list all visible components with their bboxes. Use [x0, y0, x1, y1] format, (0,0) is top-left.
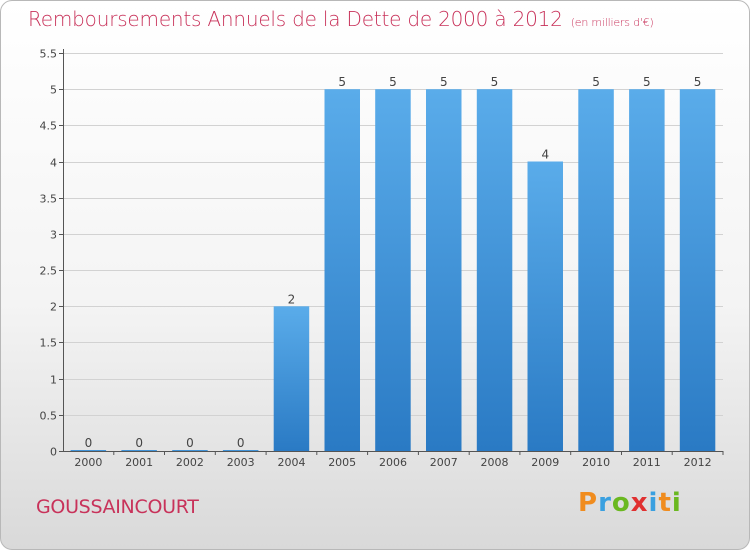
bar-2002 [172, 450, 208, 451]
value-label-2005: 5 [338, 75, 346, 89]
x-tick-label-2006: 2006 [379, 456, 407, 469]
y-tick-label: 5.5 [40, 48, 58, 61]
labels: 0 2000 0 2001 0 2002 0 2003 2 2004 5 2005 5 2006 5 2007… [74, 75, 711, 469]
bar-2004 [273, 306, 310, 451]
bar-2003 [222, 450, 259, 451]
value-label-2007: 5 [440, 75, 448, 89]
value-label-2006: 5 [389, 75, 397, 89]
logo-letter: P [578, 488, 599, 518]
value-label-2008: 5 [491, 75, 499, 89]
bar-2008 [476, 89, 513, 451]
logo-letter: x [630, 488, 649, 518]
y-tick-label: 4.5 [40, 120, 58, 133]
y-tick-label: 2 [50, 301, 57, 314]
x-tick-label-2008: 2008 [481, 456, 509, 469]
y-tick-label: 4 [50, 157, 57, 170]
x-tick-label-2003: 2003 [227, 456, 255, 469]
logo-letter: i [648, 488, 659, 518]
value-label-2002: 0 [186, 436, 194, 450]
x-tick-label-2012: 2012 [684, 456, 712, 469]
value-label-2000: 0 [85, 436, 93, 450]
logo-letter: o [611, 488, 631, 518]
value-label-2011: 5 [643, 75, 651, 89]
y-tick-label: 0 [50, 446, 57, 459]
y-tick-label: 0.5 [40, 410, 58, 423]
bar-2010 [578, 89, 614, 451]
chart-title: Remboursements Annuels de la Dette de 20… [28, 7, 654, 31]
value-label-2001: 0 [135, 436, 143, 450]
value-label-2004: 2 [288, 292, 296, 306]
bar-2011 [629, 89, 665, 451]
bar-2007 [426, 89, 462, 451]
bar-2009 [527, 161, 563, 451]
logo-letter: r [598, 488, 612, 518]
value-label-2009: 4 [541, 148, 549, 162]
value-label-2012: 5 [694, 75, 702, 89]
x-tick-label-2007: 2007 [430, 456, 458, 469]
bar-2012 [679, 89, 716, 451]
x-tick-label-2002: 2002 [176, 456, 204, 469]
bar-2006 [375, 89, 411, 451]
x-tick-label-2000: 2000 [74, 456, 102, 469]
x-tick-label-2011: 2011 [633, 456, 661, 469]
y-tick-label: 5 [50, 84, 57, 97]
x-tick-label-2001: 2001 [125, 456, 153, 469]
bar-2005 [324, 89, 360, 451]
value-label-2010: 5 [592, 75, 600, 89]
x-tick-label-2010: 2010 [582, 456, 610, 469]
bar-2000 [70, 450, 107, 451]
y-tick-label: 2.5 [40, 265, 58, 278]
y-tick-label: 3.5 [40, 193, 58, 206]
y-tick-label: 1 [50, 374, 57, 387]
bars [70, 89, 716, 451]
chart-title-text: Remboursements Annuels de la Dette de 20… [28, 7, 563, 31]
x-tick-label-2004: 2004 [278, 456, 306, 469]
bar-2001 [121, 450, 157, 451]
y-tick-label: 1.5 [40, 337, 58, 350]
logo-letter: i [671, 488, 682, 518]
chart-unit: (en milliers d'€) [570, 16, 654, 29]
y-tick-label: 3 [50, 229, 57, 242]
proxiti-logo[interactable]: Proxiti [578, 488, 682, 518]
x-tick-label-2009: 2009 [531, 456, 559, 469]
commune-name: GOUSSAINCOURT [36, 496, 199, 518]
logo-letter: t [658, 488, 672, 518]
axes: 0 0.5 1 1.5 2 2.5 3 3.5 4 4.5 5 5.5 [40, 48, 724, 459]
x-tick-label-2005: 2005 [328, 456, 356, 469]
value-label-2003: 0 [237, 436, 245, 450]
